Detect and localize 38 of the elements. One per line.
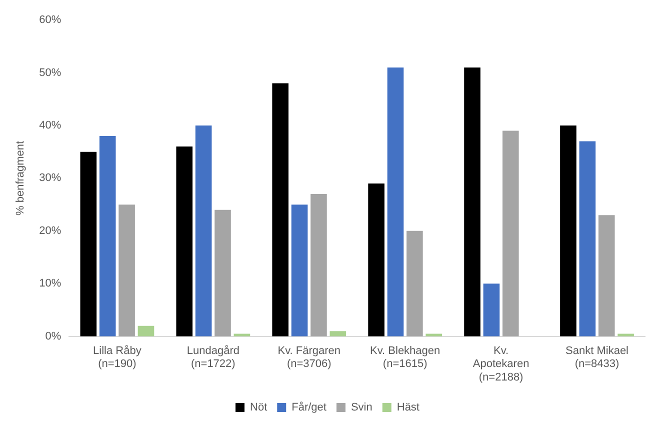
bar [502,130,519,336]
bar [368,183,384,336]
y-tick-label: 40% [39,120,62,132]
bar [483,284,500,336]
x-tick-label: Kv. Apotekaren (n=2188) [472,345,530,384]
bar [291,204,308,336]
bar [272,83,288,336]
bar [214,210,231,336]
x-tick-label: Lundagård (n=1722) [186,345,240,370]
bar [330,331,346,336]
x-tick-label: Kv. Färgaren (n=3706) [278,345,341,370]
legend-label: Nöt [250,402,268,414]
y-tick-label: 50% [39,66,62,79]
y-tick-label: 0% [45,330,62,342]
legend-label: Svin [350,402,372,414]
bar [176,146,193,336]
bar [579,141,596,336]
bar [598,215,615,336]
bar [464,67,480,336]
bar [118,204,135,336]
bar [560,125,576,336]
bar [99,136,116,336]
bar [80,152,97,336]
bar [406,230,423,336]
x-tick-label: Kv. Blekhagen (n=1615) [370,345,440,370]
bar [387,67,404,336]
y-axis-title: % benfragment [14,140,27,216]
legend-label: Häst [396,402,420,414]
bar [310,194,327,336]
x-tick-label: Lilla Råby (n=190) [93,345,142,370]
y-tick-label: 30% [39,172,62,184]
bar [195,125,212,336]
y-tick-label: 60% [39,14,62,26]
legend-label: Får/get [292,402,326,414]
y-tick-label: 20% [39,224,62,237]
y-tick-label: 10% [39,278,62,290]
x-tick-label: Sankt Mikael (n=8433) [566,345,629,370]
bar [138,326,154,336]
